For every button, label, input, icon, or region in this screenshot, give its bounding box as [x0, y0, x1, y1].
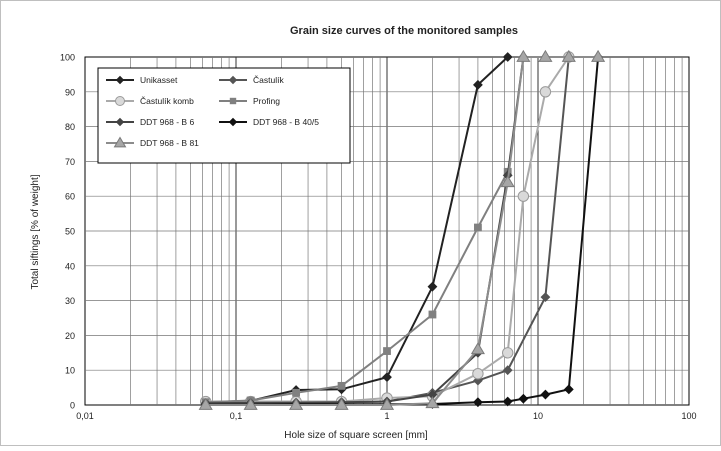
- data-point: Častulík komb: 6.3 mm, 15 %: [502, 347, 514, 359]
- legend-label: Unikasset: [140, 75, 178, 85]
- y-tick-label: 0: [70, 401, 75, 411]
- data-point: DDT 968 - B 81: 25 mm, 100 %: [591, 49, 606, 62]
- data-point: DDT 968 - B 81: 0.063 mm, 0 %: [198, 397, 213, 410]
- y-tick-label: 40: [65, 261, 75, 271]
- legend-swatch-marker: [113, 136, 127, 148]
- data-point: Častulík: 11.2 mm, 31 %: [540, 292, 551, 303]
- x-tick-label: 1: [384, 411, 389, 421]
- data-point: DDT 968 - B 40/5: 8 mm, 1.8 %: [518, 393, 529, 404]
- data-point: DDT 968 - B 40/5: 16 mm, 4.5 %: [563, 384, 574, 395]
- data-point: DDT 968 - B 40/5: 6.3 mm, 1 %: [502, 396, 513, 407]
- data-point: Profing: 2 mm, 26 %: [428, 310, 437, 319]
- legend-item: DDT 968 - B 6: [106, 117, 194, 127]
- chart-title: Grain size curves of the monitored sampl…: [290, 25, 518, 37]
- legend-label: Častulík: [253, 75, 284, 85]
- legend-item: Unikasset: [106, 75, 178, 85]
- y-tick-label: 90: [65, 87, 75, 97]
- legend-label: DDT 968 - B 40/5: [253, 117, 319, 127]
- legend-swatch-marker: [115, 117, 125, 127]
- legend-item: Profing: [219, 96, 280, 106]
- y-tick-label: 100: [60, 53, 75, 63]
- data-point: DDT 968 - B 81: 16 mm, 100 %: [561, 49, 576, 62]
- data-point: DDT 968 - B 81: 4 mm, 16 %: [470, 342, 485, 355]
- series-line: [205, 171, 509, 404]
- legend-label: Profing: [253, 96, 280, 106]
- data-point: DDT 968 - B 40/5: 11.2 mm, 3 %: [540, 389, 551, 400]
- data-point: Častulík komb: 4 mm, 9 %: [472, 367, 484, 380]
- data-point: DDT 968 - B 81: 0.5 mm, 0 %: [334, 397, 349, 410]
- data-point: DDT 968 - B 81: 0.125 mm, 0 %: [243, 397, 258, 410]
- data-point: DDT 968 - B 40/5: 4 mm, 0.8 %: [473, 397, 483, 408]
- legend-label: Častulík komb: [140, 96, 194, 106]
- legend-swatch-marker: [228, 117, 238, 127]
- data-point: DDT 968 - B 81: 1 mm, 0 %: [379, 397, 395, 410]
- data-point: Profing: 0.5 mm, 5.5 %: [337, 381, 346, 390]
- data-point: Unikasset: 4 mm, 92 %: [473, 79, 483, 90]
- data-point: DDT 968 - B 81: 11.2 mm, 100 %: [538, 49, 553, 62]
- series-ddt-968-b-81: DDT 968 - B 81: 0.063 mm, 0 % DDT 968 - B…: [198, 49, 606, 410]
- data-point: DDT 968 - B 81: 0.25 mm, 0 %: [289, 397, 304, 410]
- data-point: DDT 968 - B 81: 6.3 mm, 64 %: [500, 175, 515, 188]
- y-tick-label: 20: [65, 331, 75, 341]
- x-axis-label: Hole size of square screen [mm]: [284, 430, 428, 441]
- data-point: DDT 968 - B 81: 8 mm, 100 %: [516, 49, 531, 62]
- data-point: Unikasset: 2 mm, 34 %: [427, 281, 438, 292]
- data-point: Profing: 0.25 mm, 3.5 %: [292, 388, 300, 397]
- y-tick-label: 60: [65, 192, 75, 202]
- legend-swatch-marker: [115, 75, 125, 85]
- data-point: Unikasset: 1 mm, 8 %: [382, 372, 392, 383]
- legend-swatch-marker: [115, 96, 125, 106]
- y-axis-label: Total siftings [% of weight]: [30, 174, 41, 289]
- legend: Unikasset Častulík Častulík komb Profing DDT…: [97, 67, 351, 164]
- legend-label: DDT 968 - B 6: [140, 117, 194, 127]
- legend-swatch-marker: [229, 97, 237, 105]
- legend-item: Častulík komb: [106, 96, 194, 106]
- y-tick-label: 10: [65, 366, 75, 376]
- y-tick-label: 30: [65, 296, 75, 306]
- y-tick-label: 70: [65, 157, 75, 167]
- data-point: Častulík komb: 8 mm, 60 %: [517, 190, 530, 202]
- data-point: Profing: 4 mm, 51 %: [474, 223, 482, 232]
- legend-item: Častulík: [219, 75, 284, 85]
- data-point: Častulík komb: 11.2 mm, 90 %: [539, 86, 552, 98]
- x-tick-label: 10: [533, 411, 543, 421]
- x-tick-label: 0,01: [76, 411, 94, 421]
- legend-box: [97, 67, 351, 164]
- y-tick-label: 80: [65, 122, 75, 132]
- data-point: DDT 968 - B 81: 2 mm, 0.5 %: [425, 396, 440, 409]
- x-tick-label: 100: [681, 411, 696, 421]
- x-tick-label: 0,1: [230, 411, 243, 421]
- legend-label: DDT 968 - B 81: [140, 138, 199, 148]
- data-point: Unikasset: 6.3 mm, 100 %: [502, 52, 513, 62]
- data-point: Častulík: 6.3 mm, 10 %: [502, 365, 513, 376]
- legend-swatch-marker: [228, 75, 238, 85]
- legend-item: DDT 968 - B 40/5: [219, 117, 319, 127]
- data-point: Profing: 1 mm, 15.5 %: [383, 347, 391, 355]
- legend-item: DDT 968 - B 81: [106, 136, 199, 148]
- y-tick-label: 50: [65, 227, 75, 237]
